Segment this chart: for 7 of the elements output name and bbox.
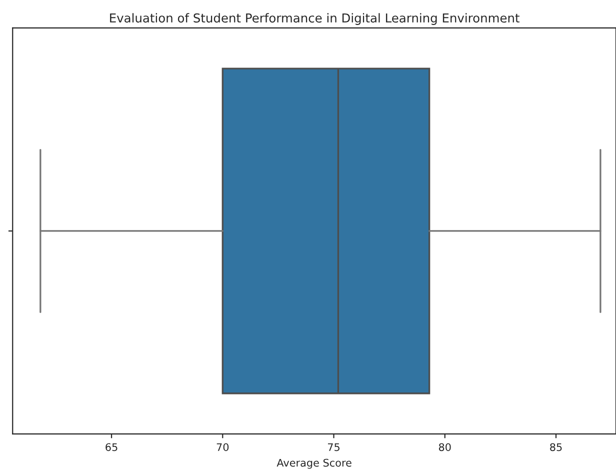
x-tick-label: 65 [106,443,118,452]
chart-title: Evaluation of Student Performance in Digital Learning Environment [110,13,520,25]
x-tick-label: 85 [550,443,562,452]
x-tick-label: 70 [216,443,229,452]
x-tick-label: 80 [438,443,451,452]
x-tick-label: 75 [328,443,340,452]
x-axis-title: Average Score [276,458,352,469]
